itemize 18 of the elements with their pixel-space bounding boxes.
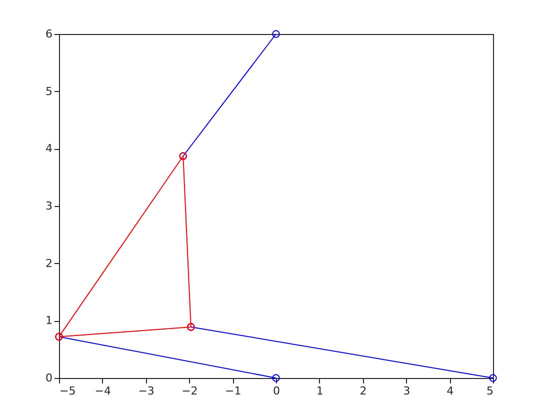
x-tick-label: 3 [403,384,410,398]
x-tick-label: −4 [94,384,112,398]
x-tick-label: −2 [182,384,198,398]
x-tick-label: 0 [273,384,280,398]
x-tick-label: 2 [360,384,367,398]
x-tick-label: −1 [224,384,242,398]
x-tick-label: −5 [60,384,76,398]
y-tick-label: 1 [46,314,52,328]
x-tick-label: 1 [316,384,324,398]
y-tick-label: 2 [46,256,52,270]
x-tick-label: 4 [446,384,454,398]
y-tick-label: 0 [46,372,52,384]
y-tick-label: 4 [46,142,52,156]
y-tick-label: 3 [46,200,52,212]
x-tick-label: 5 [486,384,494,398]
y-tick-label: 5 [46,84,52,98]
x-tick-label: −3 [138,384,154,398]
y-tick-label: 6 [46,28,52,40]
